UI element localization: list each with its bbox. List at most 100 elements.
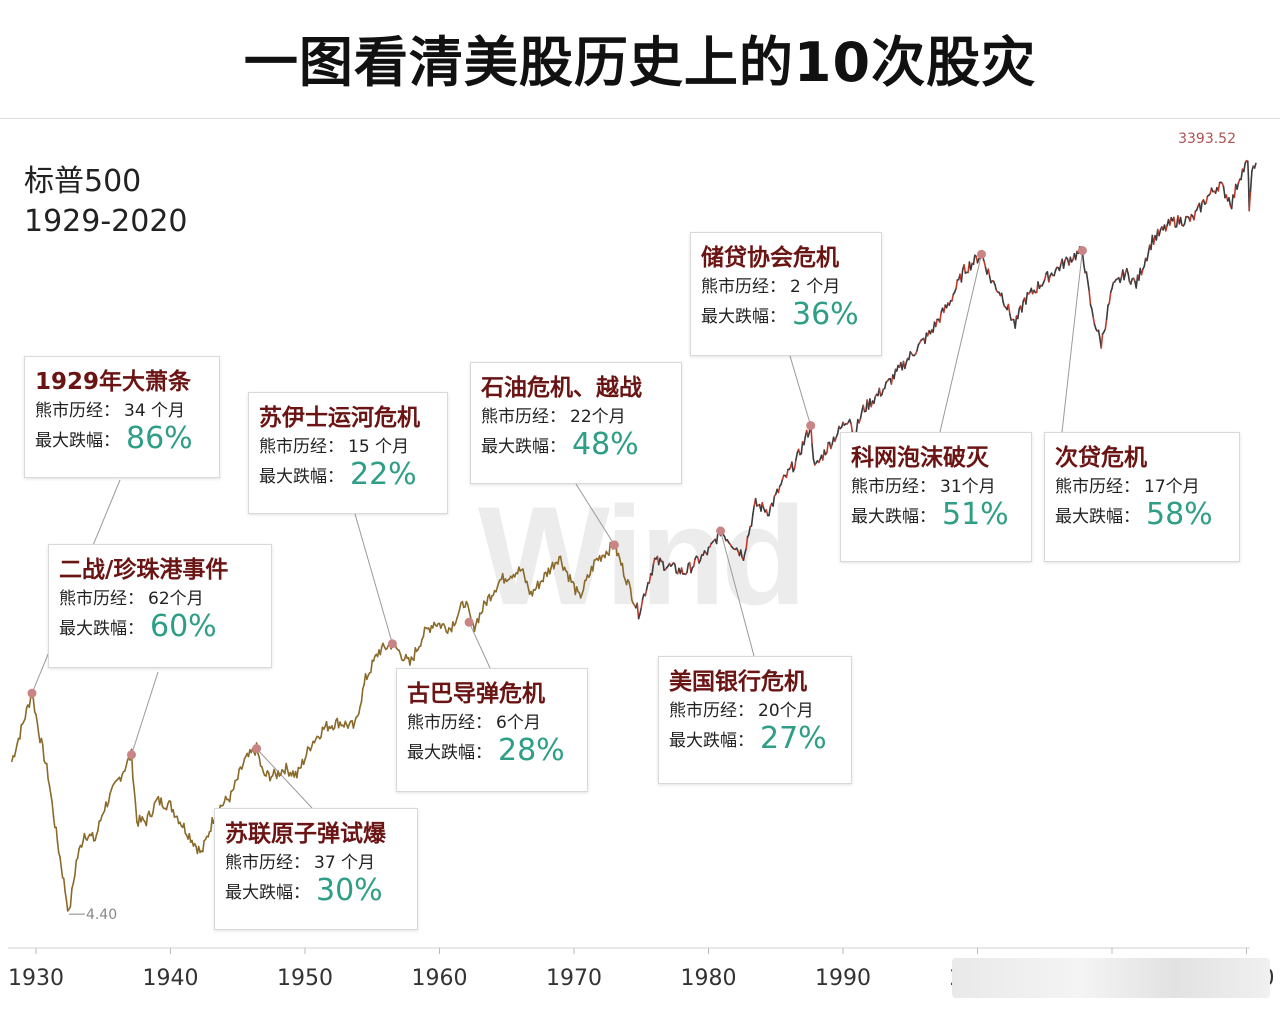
drop-label: 最大跌幅： (481, 437, 566, 457)
series-segment (570, 575, 571, 582)
series-segment (1049, 276, 1050, 282)
series-segment (1026, 293, 1027, 304)
event-duration: 34 个月 (124, 401, 185, 421)
series-segment (640, 608, 641, 615)
series-segment (1101, 334, 1102, 348)
series-segment (601, 556, 602, 561)
series-segment (885, 382, 886, 388)
drop-label: 最大跌幅： (225, 883, 310, 903)
event-marker-dot (252, 744, 261, 753)
event-name: 石油危机、越战 (481, 373, 669, 403)
series-segment (879, 388, 880, 396)
series-segment (483, 601, 484, 611)
series-segment (694, 559, 695, 566)
series-segment (804, 437, 805, 445)
series-segment (1124, 273, 1125, 280)
series-segment (47, 764, 48, 779)
series-segment (109, 794, 110, 803)
series-segment (707, 548, 708, 555)
series-segment (787, 470, 788, 478)
series-segment (984, 262, 985, 268)
series-segment (539, 582, 540, 588)
drop-label: 最大跌幅： (35, 431, 120, 451)
series-segment (33, 699, 34, 712)
series-segment (752, 514, 753, 526)
event-duration: 62个月 (148, 589, 204, 609)
series-segment (1190, 215, 1191, 221)
series-segment (1244, 163, 1245, 172)
series-segment (475, 625, 476, 631)
event-drop-row: 最大跌幅：28% (407, 737, 575, 767)
series-segment (1112, 283, 1113, 289)
event-box-soviet-atomic: 苏联原子弹试爆 熊市历经：37 个月 最大跌幅：30% (214, 808, 418, 930)
series-segment (1008, 305, 1009, 314)
series-segment (51, 794, 52, 802)
series-segment (744, 554, 745, 561)
series-segment (622, 564, 623, 577)
series-segment (82, 841, 83, 847)
series-segment (1084, 265, 1085, 273)
series-segment (234, 781, 235, 789)
blurred-axis-overlay (952, 958, 1270, 998)
series-segment (700, 555, 701, 560)
callout-leader-line (257, 749, 312, 808)
series-segment (956, 280, 957, 289)
series-segment (60, 857, 61, 868)
drop-label: 最大跌幅： (851, 507, 936, 527)
series-segment (532, 590, 533, 596)
series-segment (925, 333, 926, 343)
series-segment (952, 294, 953, 301)
series-segment (647, 583, 648, 590)
series-segment (15, 751, 16, 757)
series-segment (988, 269, 989, 276)
series-segment (184, 824, 185, 834)
duration-label: 熊市历经： (481, 407, 566, 427)
series-segment (629, 582, 630, 588)
event-name: 储贷协会危机 (701, 243, 869, 273)
drop-label: 最大跌幅： (407, 743, 492, 763)
event-name: 美国银行危机 (669, 667, 839, 697)
series-segment (25, 708, 26, 718)
series-segment (75, 860, 76, 875)
event-marker-dot (610, 540, 619, 549)
series-segment (238, 770, 239, 780)
series-segment (1144, 258, 1145, 266)
event-box-subprime: 次贷危机 熊市历经：17个月 最大跌幅：58% (1044, 432, 1240, 562)
series-segment (469, 611, 470, 617)
series-segment (936, 320, 937, 327)
series-segment (259, 758, 260, 766)
series-segment (78, 849, 79, 858)
x-tick-label-1950: 1950 (277, 966, 333, 991)
series-segment (479, 613, 480, 622)
series-segment (134, 790, 135, 804)
series-segment (827, 443, 828, 453)
series-segment (243, 759, 244, 765)
series-segment (1045, 274, 1046, 280)
event-duration: 15 个月 (348, 437, 409, 457)
series-segment (1194, 211, 1195, 219)
series-segment (1093, 317, 1094, 324)
series-segment (297, 768, 298, 778)
series-segment (753, 506, 754, 515)
series-segment (645, 590, 646, 596)
event-name: 1929年大萧条 (35, 367, 207, 397)
callout-leader-line (469, 622, 490, 668)
series-segment (50, 786, 51, 794)
series-segment (1147, 253, 1148, 261)
series-segment (121, 775, 122, 781)
series-segment (974, 255, 975, 264)
series-segment (527, 581, 528, 588)
series-segment (12, 756, 13, 761)
series-segment (423, 628, 424, 637)
series-segment (641, 599, 642, 607)
series-segment (524, 575, 525, 582)
event-drop-row: 最大跌幅：86% (35, 425, 207, 455)
series-segment (543, 573, 544, 581)
x-tick-label-1970: 1970 (546, 966, 602, 991)
series-segment (41, 739, 42, 745)
series-segment (1237, 183, 1238, 189)
series-segment (749, 527, 750, 535)
series-segment (61, 868, 62, 878)
series-segment (1248, 161, 1249, 178)
drop-label: 最大跌幅： (701, 307, 786, 327)
